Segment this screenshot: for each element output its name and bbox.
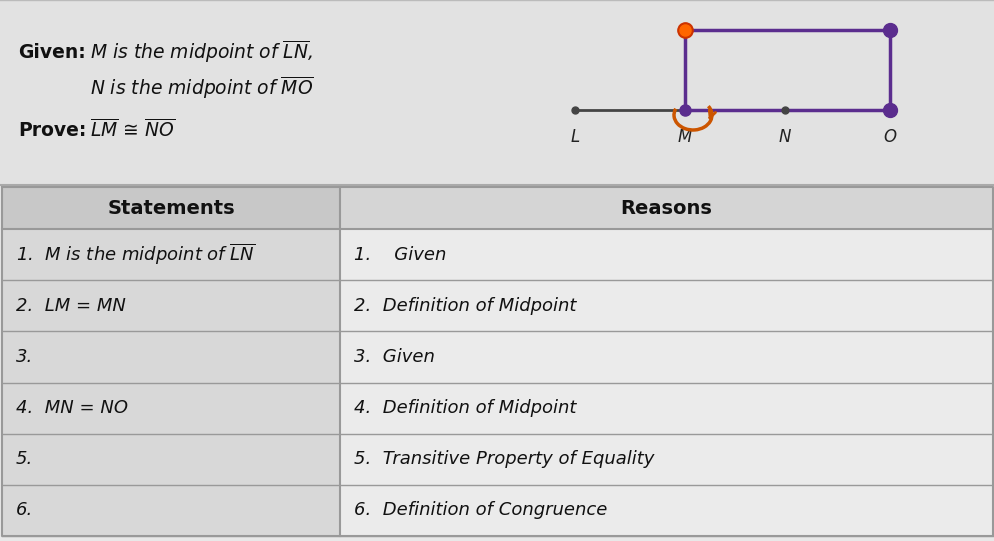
Text: $M$ is the midpoint of $\overline{LN}$,: $M$ is the midpoint of $\overline{LN}$, — [89, 38, 313, 65]
Text: 4.  Definition of Midpoint: 4. Definition of Midpoint — [354, 399, 576, 417]
Text: 3.: 3. — [16, 348, 33, 366]
Bar — [2, 434, 340, 485]
Bar — [2, 229, 340, 280]
Bar — [340, 331, 992, 382]
Bar — [2, 382, 340, 434]
Text: N: N — [778, 128, 790, 146]
Text: 5.: 5. — [16, 450, 33, 469]
Bar — [340, 485, 992, 536]
Text: O: O — [883, 128, 896, 146]
Text: 2.  Definition of Midpoint: 2. Definition of Midpoint — [354, 297, 576, 315]
Text: Reasons: Reasons — [620, 199, 712, 217]
Text: Prove:: Prove: — [18, 121, 86, 140]
Bar — [0, 0, 994, 185]
Text: M: M — [677, 128, 692, 146]
Text: 3.  Given: 3. Given — [354, 348, 434, 366]
Text: Statements: Statements — [107, 199, 235, 217]
Bar — [340, 187, 992, 229]
Bar — [340, 280, 992, 331]
Text: 2.  LM = MN: 2. LM = MN — [16, 297, 126, 315]
Text: $\overline{LM}$ ≅ $\overline{NO}$: $\overline{LM}$ ≅ $\overline{NO}$ — [89, 118, 175, 141]
Bar — [2, 187, 340, 229]
Bar — [2, 280, 340, 331]
Text: L: L — [570, 128, 580, 146]
Bar — [340, 434, 992, 485]
Bar — [340, 229, 992, 280]
Text: Given:: Given: — [18, 43, 85, 62]
Text: $N$ is the midpoint of $\overline{MO}$: $N$ is the midpoint of $\overline{MO}$ — [89, 75, 313, 101]
Bar — [2, 331, 340, 382]
Text: 4.  MN = NO: 4. MN = NO — [16, 399, 128, 417]
Text: 1.    Given: 1. Given — [354, 246, 446, 263]
Text: 1.  M is the midpoint of $\overline{LN}$: 1. M is the midpoint of $\overline{LN}$ — [16, 242, 255, 267]
Bar — [2, 485, 340, 536]
Bar — [340, 382, 992, 434]
Text: 6.: 6. — [16, 502, 33, 519]
Text: 6.  Definition of Congruence: 6. Definition of Congruence — [354, 502, 606, 519]
Text: 5.  Transitive Property of Equality: 5. Transitive Property of Equality — [354, 450, 654, 469]
